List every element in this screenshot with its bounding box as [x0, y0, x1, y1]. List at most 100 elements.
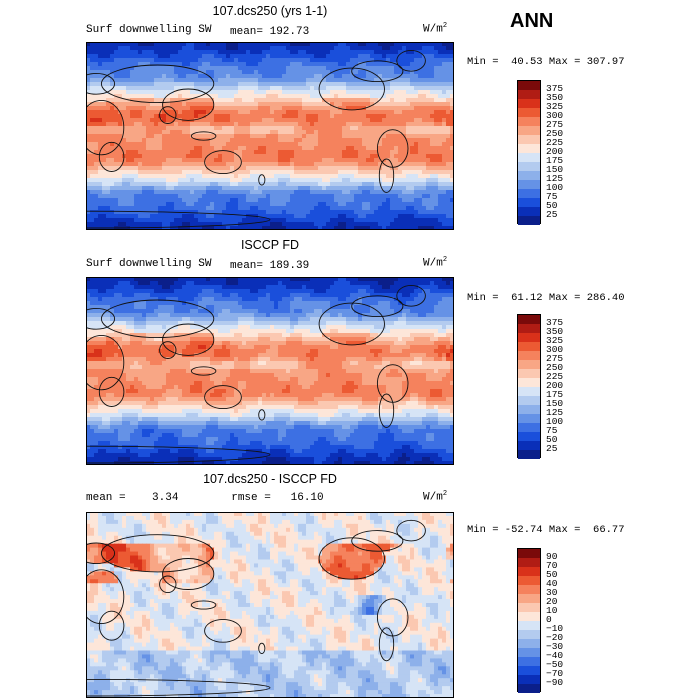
colorbar-swatch: [518, 603, 540, 612]
colorbar-swatch: [518, 81, 540, 90]
colorbar-swatch: [518, 405, 540, 414]
colorbar-swatch: [518, 333, 540, 342]
colorbar-swatch: [518, 207, 540, 216]
colorbar-tick-label: −30: [546, 641, 564, 652]
colorbar-swatch: [518, 639, 540, 648]
colorbar-tick-label: 125: [546, 407, 564, 418]
coastline: [86, 210, 271, 229]
season-label: ANN: [510, 10, 554, 32]
colorbar-tick-label: 50: [546, 200, 558, 211]
colorbar-swatch: [518, 648, 540, 657]
colorbar-swatch: [518, 450, 540, 459]
colorbar-swatch: [518, 153, 540, 162]
panel-1-minmax: Min = 40.53 Max = 307.97: [467, 56, 625, 68]
colorbar-tick-label: 70: [546, 560, 558, 571]
coastline: [351, 530, 404, 552]
colorbar-swatch: [518, 342, 540, 351]
panel-3-minmax: Min = -52.74 Max = 66.77: [467, 524, 625, 536]
coastline: [159, 341, 177, 359]
colorbar-swatch: [518, 684, 540, 693]
panel-2-colorbar: [517, 314, 541, 459]
colorbar-tick-label: −90: [546, 677, 564, 688]
coastline: [190, 366, 217, 376]
coastline: [98, 376, 125, 407]
colorbar-tick-label: 20: [546, 596, 558, 607]
colorbar-swatch: [518, 315, 540, 324]
panel-2-unit: W/m2: [423, 256, 448, 270]
coastline: [258, 409, 266, 421]
colorbar-tick-label: 75: [546, 425, 558, 436]
colorbar-tick-label: 225: [546, 371, 564, 382]
colorbar-swatch: [518, 360, 540, 369]
colorbar-swatch: [518, 162, 540, 171]
panel-2-field-label: Surf downwelling SW: [86, 258, 212, 270]
coastline: [98, 610, 125, 641]
colorbar-tick-label: 350: [546, 326, 564, 337]
colorbar-tick-label: 375: [546, 317, 564, 328]
panel-1-field-label: Surf downwelling SW: [86, 24, 212, 36]
colorbar-swatch: [518, 630, 540, 639]
colorbar-tick-label: 50: [546, 434, 558, 445]
coastline: [258, 174, 266, 186]
colorbar-swatch: [518, 576, 540, 585]
colorbar-swatch: [518, 324, 540, 333]
coastline: [258, 642, 266, 655]
colorbar-swatch: [518, 675, 540, 684]
colorbar-tick-label: 25: [546, 443, 558, 454]
colorbar-swatch: [518, 666, 540, 675]
coastline: [318, 67, 385, 111]
colorbar-swatch: [518, 585, 540, 594]
coastline: [396, 49, 426, 72]
colorbar-tick-label: 175: [546, 389, 564, 400]
colorbar-swatch: [518, 180, 540, 189]
colorbar-tick-label: 100: [546, 182, 564, 193]
coastline: [190, 600, 217, 610]
colorbar-tick-label: 325: [546, 335, 564, 346]
coastline: [86, 334, 125, 391]
colorbar-swatch: [518, 432, 540, 441]
coastline: [378, 627, 395, 662]
colorbar-tick-label: 300: [546, 110, 564, 121]
colorbar-tick-label: 90: [546, 551, 558, 562]
colorbar-swatch: [518, 396, 540, 405]
coastline: [100, 534, 215, 573]
panel-3-unit: W/m2: [423, 490, 448, 504]
coastline: [162, 88, 215, 121]
colorbar-tick-label: 30: [546, 587, 558, 598]
colorbar-swatch: [518, 558, 540, 567]
coastline: [162, 323, 215, 356]
colorbar-swatch: [518, 189, 540, 198]
coastline: [396, 519, 426, 542]
colorbar-tick-label: −50: [546, 659, 564, 670]
colorbar-tick-label: 325: [546, 101, 564, 112]
coastline: [86, 99, 125, 156]
colorbar-tick-label: 150: [546, 398, 564, 409]
colorbar-tick-label: 275: [546, 119, 564, 130]
colorbar-swatch: [518, 216, 540, 225]
panel-3-colorbar: [517, 548, 541, 693]
coastline: [204, 150, 242, 175]
coastline: [100, 64, 215, 104]
colorbar-tick-label: 10: [546, 605, 558, 616]
coastline: [190, 131, 217, 141]
colorbar-swatch: [518, 387, 540, 396]
panel-2-map: [86, 277, 454, 465]
coastline: [162, 558, 215, 590]
coastline: [100, 299, 215, 339]
colorbar-tick-label: 200: [546, 380, 564, 391]
coastline: [86, 569, 125, 625]
colorbar-tick-label: 200: [546, 146, 564, 157]
colorbar-tick-label: 100: [546, 416, 564, 427]
colorbar-swatch: [518, 594, 540, 603]
coastline: [86, 445, 271, 464]
coastline: [204, 618, 242, 643]
colorbar-tick-label: 175: [546, 155, 564, 166]
colorbar-swatch: [518, 414, 540, 423]
panel-3-title: 107.dcs250 - ISCCP FD: [203, 472, 337, 486]
colorbar-tick-label: 25: [546, 209, 558, 220]
coastline: [86, 307, 116, 330]
colorbar-tick-label: 125: [546, 173, 564, 184]
colorbar-swatch: [518, 369, 540, 378]
colorbar-swatch: [518, 171, 540, 180]
coastline: [98, 141, 125, 172]
